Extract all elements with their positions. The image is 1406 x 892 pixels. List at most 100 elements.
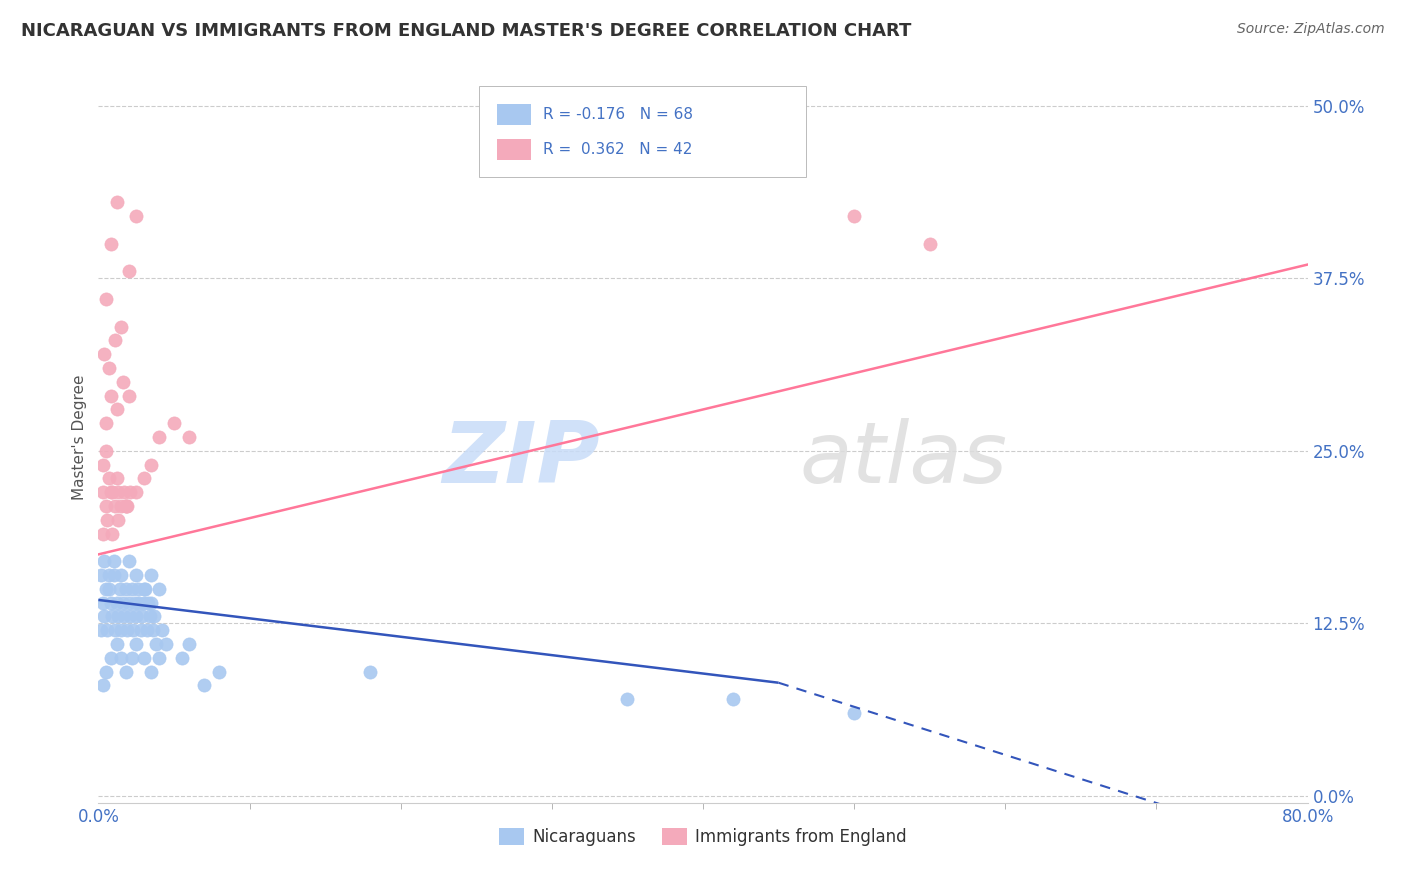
Point	[100, 596, 122, 610]
Legend: Nicaraguans, Immigrants from England: Nicaraguans, Immigrants from England	[494, 822, 912, 853]
Point	[124, 596, 146, 610]
Point	[723, 692, 745, 706]
Point	[122, 624, 145, 638]
Text: Source: ZipAtlas.com: Source: ZipAtlas.com	[1237, 22, 1385, 37]
Point	[143, 609, 166, 624]
Point	[132, 651, 155, 665]
Point	[141, 596, 163, 610]
Point	[918, 236, 941, 251]
Point	[118, 389, 141, 403]
Point	[104, 624, 127, 638]
Point	[129, 624, 152, 638]
Point	[118, 596, 141, 610]
Point	[105, 402, 128, 417]
Point	[91, 458, 114, 472]
Text: R = -0.176   N = 68: R = -0.176 N = 68	[543, 107, 693, 122]
Point	[141, 665, 163, 679]
Point	[131, 609, 153, 624]
Point	[111, 375, 134, 389]
Point	[148, 582, 170, 596]
Point	[118, 264, 141, 278]
Y-axis label: Master's Degree: Master's Degree	[72, 375, 87, 500]
Point	[115, 499, 138, 513]
Point	[94, 665, 117, 679]
Point	[108, 582, 131, 596]
Point	[110, 651, 132, 665]
Point	[114, 582, 136, 596]
Point	[135, 624, 157, 638]
Point	[132, 582, 155, 596]
Point	[120, 609, 142, 624]
Point	[110, 568, 132, 582]
Point	[96, 513, 118, 527]
Point	[118, 554, 141, 568]
Point	[616, 692, 638, 706]
Point	[110, 499, 132, 513]
Point	[121, 651, 143, 665]
Point	[125, 637, 148, 651]
Point	[94, 582, 117, 596]
Point	[90, 568, 112, 582]
Bar	[498, 139, 531, 160]
Point	[163, 417, 186, 431]
Point	[844, 209, 866, 223]
Point	[101, 485, 124, 500]
Point	[105, 596, 128, 610]
Point	[103, 554, 125, 568]
Point	[104, 334, 127, 348]
Point	[94, 443, 117, 458]
Point	[360, 665, 382, 679]
Point	[105, 471, 128, 485]
Point	[148, 651, 170, 665]
Point	[90, 624, 112, 638]
Point	[121, 582, 143, 596]
Point	[104, 499, 127, 513]
Point	[120, 485, 142, 500]
Point	[91, 678, 114, 692]
Point	[100, 485, 122, 500]
Point	[111, 596, 134, 610]
Point	[98, 361, 121, 376]
Point	[91, 485, 114, 500]
Text: NICARAGUAN VS IMMIGRANTS FROM ENGLAND MASTER'S DEGREE CORRELATION CHART: NICARAGUAN VS IMMIGRANTS FROM ENGLAND MA…	[21, 22, 911, 40]
Point	[112, 485, 135, 500]
Point	[94, 499, 117, 513]
Point	[141, 458, 163, 472]
Point	[107, 513, 129, 527]
Point	[103, 568, 125, 582]
Point	[125, 209, 148, 223]
Point	[170, 651, 193, 665]
Point	[179, 637, 201, 651]
Point	[155, 637, 177, 651]
Point	[93, 347, 115, 361]
Point	[105, 637, 128, 651]
Point	[150, 624, 173, 638]
Point	[98, 471, 121, 485]
Point	[114, 499, 136, 513]
Point	[107, 485, 129, 500]
Point	[127, 582, 149, 596]
Point	[94, 292, 117, 306]
Point	[93, 554, 115, 568]
Point	[134, 582, 156, 596]
Point	[208, 665, 231, 679]
Point	[112, 609, 135, 624]
Point	[100, 651, 122, 665]
Point	[142, 624, 165, 638]
Point	[100, 389, 122, 403]
Point	[94, 417, 117, 431]
Point	[110, 319, 132, 334]
Point	[110, 624, 132, 638]
Point	[179, 430, 201, 444]
FancyBboxPatch shape	[479, 86, 806, 178]
Point	[96, 624, 118, 638]
Text: ZIP: ZIP	[443, 417, 600, 500]
Point	[132, 596, 155, 610]
Point	[125, 568, 148, 582]
Text: atlas: atlas	[800, 417, 1008, 500]
Point	[98, 568, 121, 582]
Point	[101, 526, 124, 541]
Point	[141, 568, 163, 582]
Point	[91, 596, 114, 610]
Point	[193, 678, 215, 692]
